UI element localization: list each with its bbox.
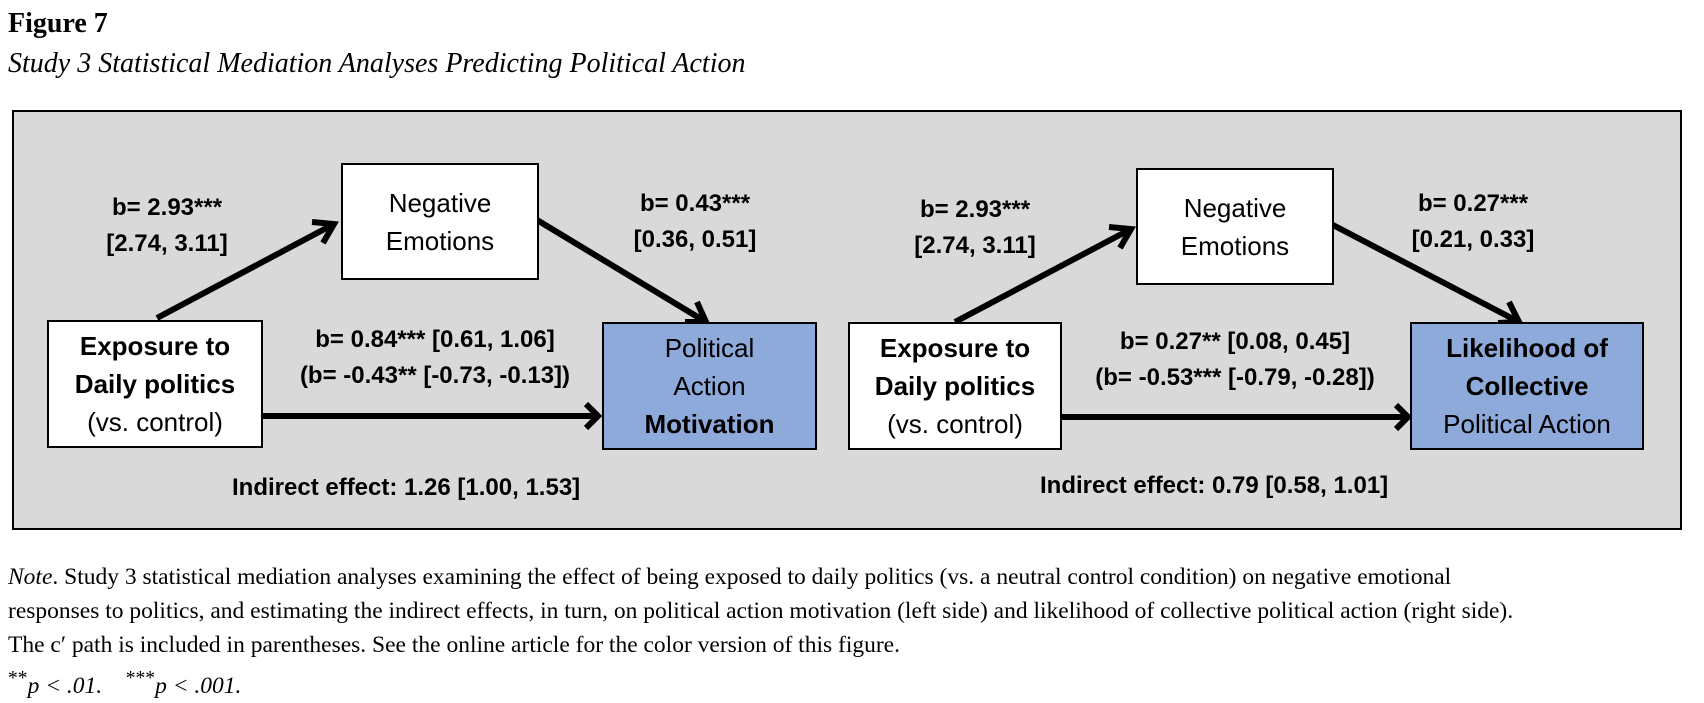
right-predictor-box: Exposure to Daily politics (vs. control)	[848, 322, 1062, 450]
right-outcome-box: Likelihood of Collective Political Actio…	[1410, 322, 1644, 450]
right-path-a-label: b= 2.93*** [2.74, 3.11]	[900, 192, 1050, 264]
right-path-b-ci: [0.21, 0.33]	[1411, 226, 1535, 253]
right-outcome-line2: Collective	[1465, 371, 1589, 401]
right-path-a-ci: [2.74, 3.11]	[914, 232, 1036, 259]
left-path-b-coef: b= 0.43***	[639, 190, 751, 217]
right-path-b-coef: b= 0.27***	[1417, 190, 1529, 217]
figure-number: Figure 7	[8, 8, 108, 39]
left-mediator-box: Negative Emotions	[341, 163, 539, 280]
significance-legend: **p < .01. ***p < .001.	[8, 662, 1696, 703]
figure-note: Note. Study 3 statistical mediation anal…	[8, 560, 1696, 703]
right-mediator-box: Negative Emotions	[1136, 168, 1334, 285]
left-outcome-box: Political Action Motivation	[602, 322, 817, 450]
right-path-b-label: b= 0.27*** [0.21, 0.33]	[1398, 186, 1548, 258]
left-predictor-line1: Exposure to	[79, 331, 231, 361]
left-path-b-ci: [0.36, 0.51]	[633, 226, 757, 253]
left-outcome-line3: Motivation	[644, 409, 775, 439]
sig1-text: p < .01.	[27, 672, 103, 699]
left-predictor-box: Exposure to Daily politics (vs. control)	[47, 320, 263, 448]
left-predictor-line3: (vs. control)	[87, 407, 223, 437]
left-predictor-line2: Daily politics	[74, 369, 236, 399]
right-path-c-label: b= 0.27** [0.08, 0.45] (b= -0.53*** [-0.…	[1070, 324, 1400, 396]
note-line-1: Note. Study 3 statistical mediation anal…	[8, 560, 1696, 594]
note-line-3: The c′ path is included in parentheses. …	[8, 632, 900, 658]
sig2-text: p < .001.	[155, 672, 242, 699]
left-path-a-ci: [2.74, 3.11]	[106, 230, 228, 257]
left-outcome-line2: Action	[673, 371, 746, 401]
left-outcome-line1: Political	[664, 333, 755, 363]
left-path-c-label: b= 0.84*** [0.61, 1.06] (b= -0.43** [-0.…	[270, 322, 600, 394]
right-path-c-total: b= 0.27** [0.08, 0.45]	[1119, 328, 1351, 355]
left-path-c-prime: (b= -0.43** [-0.73, -0.13])	[299, 362, 571, 389]
right-outcome-line1: Likelihood of	[1446, 333, 1608, 363]
sig2-stars: ***	[125, 668, 156, 689]
note-line-1-text: . Study 3 statistical mediation analyses…	[52, 564, 1452, 590]
right-outcome-line3: Political Action	[1443, 409, 1611, 439]
right-mediator-line2: Emotions	[1180, 230, 1290, 261]
right-path-a-coef: b= 2.93***	[919, 196, 1031, 223]
right-path-c-prime: (b= -0.53*** [-0.79, -0.28])	[1095, 364, 1375, 391]
left-mediator-line2: Emotions	[385, 225, 495, 256]
left-mediator-line1: Negative	[388, 187, 492, 218]
figure-title: Study 3 Statistical Mediation Analyses P…	[8, 48, 746, 79]
note-label: Note	[8, 564, 53, 590]
right-indirect-effect: Indirect effect: 0.79 [0.58, 1.01]	[1040, 472, 1389, 499]
left-indirect-effect: Indirect effect: 1.26 [1.00, 1.53]	[232, 474, 581, 501]
right-predictor-line1: Exposure to	[879, 333, 1031, 363]
left-path-a-label: b= 2.93*** [2.74, 3.11]	[92, 190, 242, 262]
left-path-a-coef: b= 2.93***	[111, 194, 223, 221]
left-path-c-total: b= 0.84*** [0.61, 1.06]	[315, 326, 555, 353]
right-mediator-line1: Negative	[1183, 192, 1287, 223]
right-predictor-line2: Daily politics	[874, 371, 1036, 401]
note-line-2: responses to politics, and estimating th…	[8, 598, 1514, 624]
left-path-b-label: b= 0.43*** [0.36, 0.51]	[620, 186, 770, 258]
right-predictor-line3: (vs. control)	[887, 409, 1023, 439]
sig1-stars: **	[8, 668, 28, 689]
